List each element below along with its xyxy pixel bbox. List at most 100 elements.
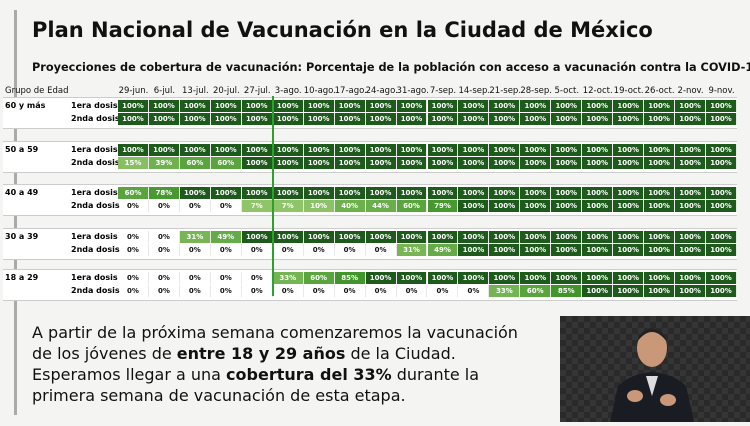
column-header: 26-oct. xyxy=(644,86,675,96)
cell: 0% xyxy=(211,199,242,212)
cell: 100% xyxy=(644,272,676,284)
cell: 33% xyxy=(272,272,304,284)
dose-label: 1era dosis xyxy=(71,232,118,241)
cell: 100% xyxy=(582,144,614,156)
cell: 100% xyxy=(582,231,614,243)
cell: 0% xyxy=(242,272,273,284)
cell: 100% xyxy=(241,112,273,125)
cell: 100% xyxy=(365,272,397,284)
cell: 0% xyxy=(366,243,397,256)
cell: 100% xyxy=(458,231,490,243)
cell: 100% xyxy=(613,272,645,284)
cell: 100% xyxy=(210,144,242,156)
cell: 49% xyxy=(427,243,459,256)
cell: 79% xyxy=(427,199,459,212)
column-header: 31-ago. xyxy=(396,86,429,96)
cell: 100% xyxy=(303,144,335,156)
cell: 0% xyxy=(149,243,180,256)
dose-label: 2nda dosis xyxy=(71,200,120,210)
cell: 0% xyxy=(273,284,304,297)
cell: 100% xyxy=(706,187,737,199)
cell: 100% xyxy=(675,231,707,243)
cell: 31% xyxy=(396,243,428,256)
cell: 0% xyxy=(149,272,180,284)
cell: 100% xyxy=(706,112,737,125)
cell: 100% xyxy=(303,156,335,169)
caption-text: cobertura del 33% xyxy=(226,365,392,384)
cell: 7% xyxy=(272,199,304,212)
dose-label: 1era dosis xyxy=(71,188,118,197)
column-header: 19-oct. xyxy=(613,86,644,96)
cell: 100% xyxy=(520,199,552,212)
cell: 0% xyxy=(335,243,366,256)
column-header: 2-nov. xyxy=(677,86,704,96)
cell: 100% xyxy=(706,231,737,243)
cell: 100% xyxy=(365,156,397,169)
cell: 0% xyxy=(397,284,428,297)
cell: 100% xyxy=(613,156,645,169)
cell: 0% xyxy=(458,284,490,297)
cell: 100% xyxy=(241,156,273,169)
column-header: 3-ago. xyxy=(274,86,302,96)
cell: 39% xyxy=(148,156,180,169)
cell: 100% xyxy=(644,199,676,212)
cell: 100% xyxy=(365,231,397,243)
cell: 100% xyxy=(551,231,583,243)
cell: 0% xyxy=(242,284,273,297)
cell: 100% xyxy=(458,156,490,169)
cell: 0% xyxy=(180,272,211,284)
cell: 100% xyxy=(675,243,707,256)
cell: 100% xyxy=(582,284,614,297)
column-header: 24-ago. xyxy=(365,86,398,96)
cell: 100% xyxy=(396,187,428,199)
column-header: 12-oct. xyxy=(582,86,613,96)
cell: 0% xyxy=(366,284,397,297)
cell: 100% xyxy=(210,100,242,112)
cell: 100% xyxy=(148,100,180,112)
dose-label: 2nda dosis xyxy=(71,113,120,123)
cell: 100% xyxy=(427,231,459,243)
cell: 0% xyxy=(304,284,335,297)
cell: 0% xyxy=(149,231,180,243)
cell: 100% xyxy=(644,100,676,112)
cell: 100% xyxy=(675,144,707,156)
cell: 0% xyxy=(118,231,149,243)
cell: 100% xyxy=(489,112,521,125)
dose-label: 1era dosis xyxy=(71,145,118,154)
cell: 100% xyxy=(427,187,459,199)
cell: 100% xyxy=(706,284,737,297)
cell: 100% xyxy=(489,187,521,199)
cell: 100% xyxy=(179,144,211,156)
cell: 100% xyxy=(520,231,552,243)
cell: 100% xyxy=(551,187,583,199)
cell: 100% xyxy=(644,144,676,156)
cell: 100% xyxy=(613,243,645,256)
cell: 100% xyxy=(675,272,707,284)
cell: 100% xyxy=(118,112,149,125)
cell: 0% xyxy=(428,284,459,297)
column-header: 6-jul. xyxy=(153,86,176,96)
cell: 100% xyxy=(675,284,707,297)
cell: 100% xyxy=(706,100,737,112)
cell: 100% xyxy=(272,112,304,125)
cell: 100% xyxy=(613,284,645,297)
cell: 100% xyxy=(272,187,304,199)
cell: 100% xyxy=(365,112,397,125)
cell: 100% xyxy=(272,231,304,243)
group-label: 18 a 29 xyxy=(5,273,39,282)
cell: 100% xyxy=(458,272,490,284)
cell: 100% xyxy=(613,231,645,243)
dose-label: 2nda dosis xyxy=(71,244,120,254)
cell: 100% xyxy=(520,156,552,169)
cell: 100% xyxy=(489,199,521,212)
cell: 100% xyxy=(613,187,645,199)
cell: 100% xyxy=(210,112,242,125)
cell: 100% xyxy=(489,144,521,156)
cell: 0% xyxy=(180,243,211,256)
cell: 60% xyxy=(303,272,335,284)
cell: 100% xyxy=(118,100,149,112)
cell: 100% xyxy=(396,156,428,169)
cell: 100% xyxy=(334,112,366,125)
cell: 100% xyxy=(520,144,552,156)
cell: 100% xyxy=(396,231,428,243)
